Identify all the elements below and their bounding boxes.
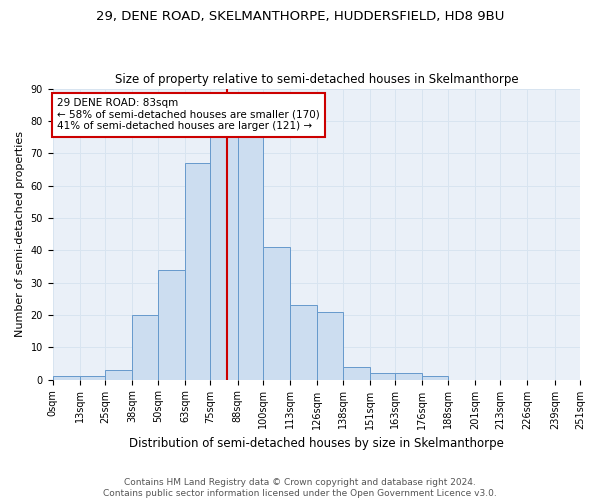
Bar [105,370,133,380]
Text: 29 DENE ROAD: 83sqm
← 58% of semi-detached houses are smaller (170)
41% of semi-: 29 DENE ROAD: 83sqm ← 58% of semi-detach… [57,98,320,132]
Bar [238,137,263,380]
Bar [343,366,370,380]
Bar [317,312,343,380]
Text: Contains HM Land Registry data © Crown copyright and database right 2024.
Contai: Contains HM Land Registry data © Crown c… [103,478,497,498]
Bar [370,373,395,380]
Text: 29, DENE ROAD, SKELMANTHORPE, HUDDERSFIELD, HD8 9BU: 29, DENE ROAD, SKELMANTHORPE, HUDDERSFIE… [96,10,504,23]
Bar [210,137,238,380]
Title: Size of property relative to semi-detached houses in Skelmanthorpe: Size of property relative to semi-detach… [115,73,518,86]
Bar [158,270,185,380]
Bar [395,373,422,380]
Y-axis label: Number of semi-detached properties: Number of semi-detached properties [15,131,25,337]
Bar [80,376,105,380]
Bar [263,247,290,380]
Bar [53,376,80,380]
Bar [290,305,317,380]
X-axis label: Distribution of semi-detached houses by size in Skelmanthorpe: Distribution of semi-detached houses by … [129,437,504,450]
Bar [133,315,158,380]
Bar [422,376,448,380]
Bar [185,163,210,380]
